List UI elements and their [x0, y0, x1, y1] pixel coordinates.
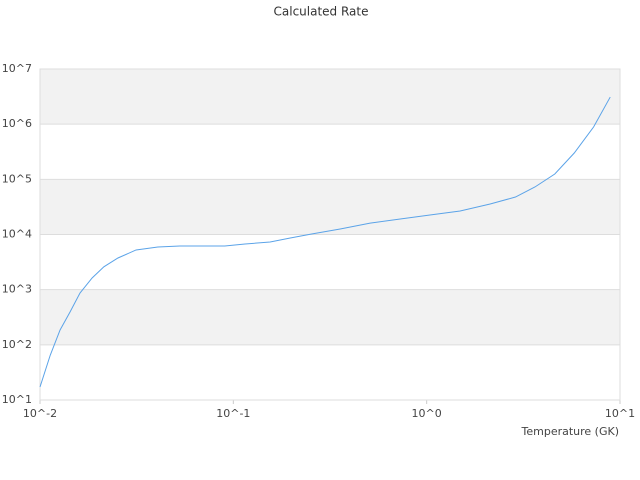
y-tick-label: 10^1	[2, 393, 32, 406]
y-tick-label: 10^5	[2, 172, 32, 185]
y-tick-label: 10^2	[2, 338, 32, 351]
x-axis-label: Temperature (GK)	[521, 425, 620, 438]
data-line	[39, 96, 611, 388]
y-tick-label: 10^4	[2, 228, 32, 241]
grid-band	[40, 69, 620, 125]
x-tick-label: 10^0	[412, 407, 442, 420]
plot-border	[39, 68, 621, 401]
chart-title: Calculated Rate	[274, 5, 369, 19]
y-tick-label: 10^3	[2, 283, 32, 296]
grid-band	[40, 179, 620, 235]
y-tick-label: 10^6	[2, 117, 32, 130]
x-tick-label: 10^-2	[23, 407, 57, 420]
x-tick-label: 10^1	[605, 407, 635, 420]
x-tick-label: 10^-1	[216, 407, 250, 420]
grid-band	[40, 289, 620, 345]
y-tick-label: 10^7	[2, 62, 32, 75]
